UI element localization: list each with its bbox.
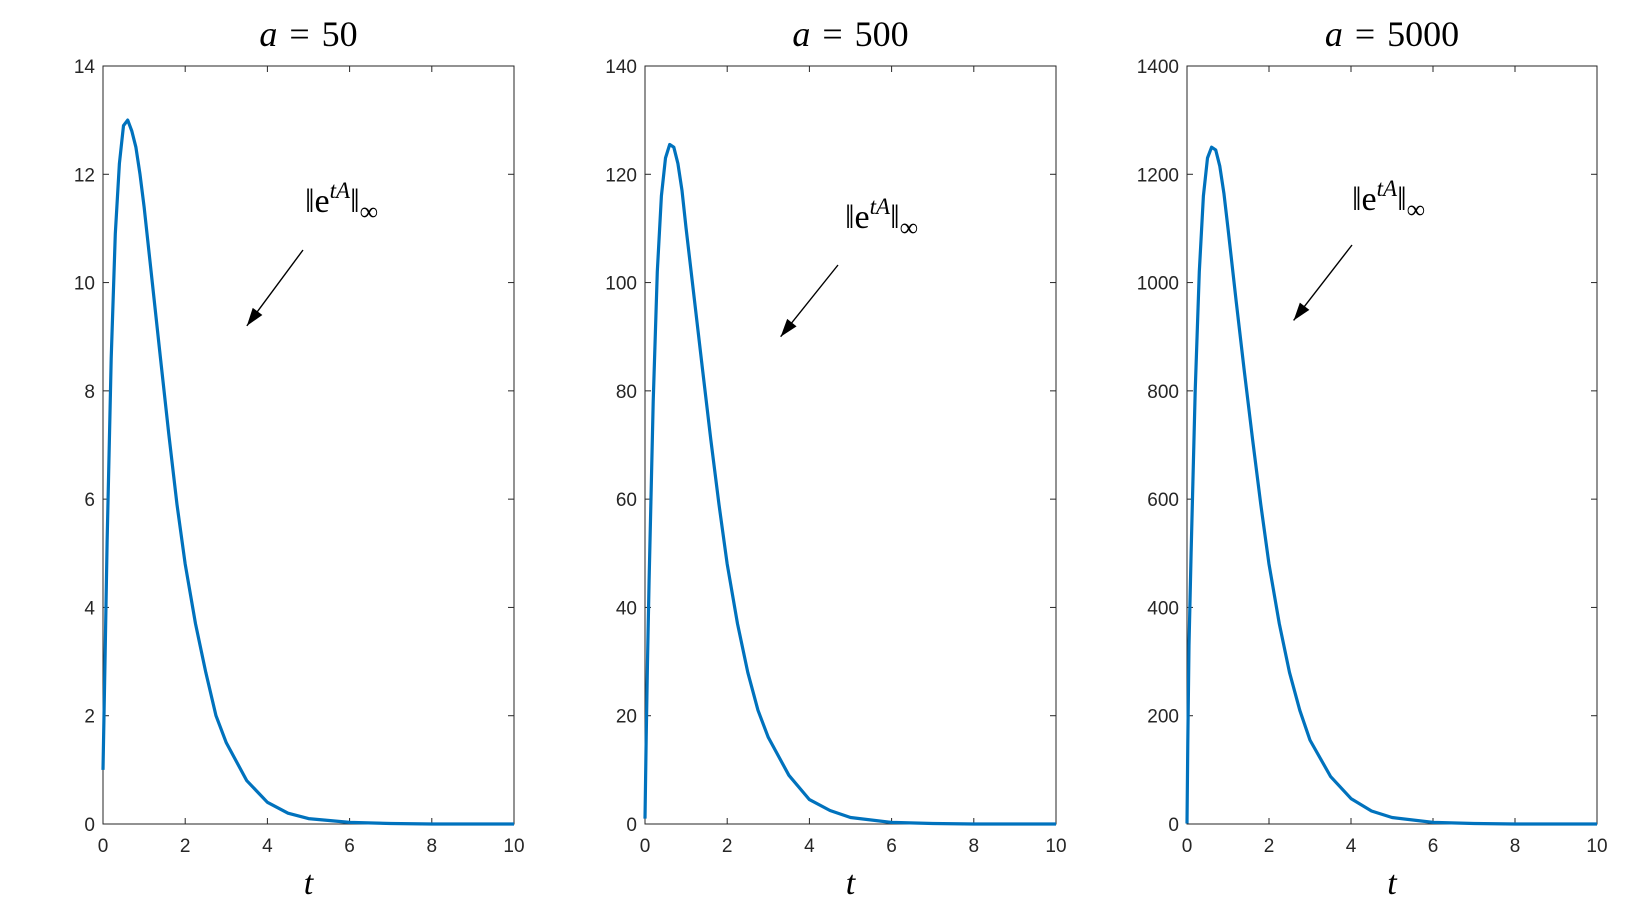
y-tick-label: 80 xyxy=(616,382,637,403)
x-tick-label: 0 xyxy=(98,836,109,857)
y-tick-label: 100 xyxy=(605,274,637,295)
x-tick-label: 0 xyxy=(640,836,651,857)
x-tick-label: 10 xyxy=(1586,836,1607,857)
title-variable: a xyxy=(1325,14,1343,54)
y-tick-label: 6 xyxy=(84,490,95,511)
annotation-label: ‖etA‖∞ xyxy=(1352,176,1425,224)
title-operator: = xyxy=(289,14,309,54)
title-value: 500 xyxy=(855,14,909,54)
annotation-base: e xyxy=(1362,181,1377,218)
chart-title: a = 5000 xyxy=(1325,14,1459,54)
x-tick-label: 4 xyxy=(1346,836,1357,857)
title-value: 5000 xyxy=(1387,14,1459,54)
y-tick-label: 800 xyxy=(1147,382,1179,403)
y-tick-label: 2 xyxy=(84,707,95,728)
chart-title: a = 500 xyxy=(792,14,908,54)
annotation-superscript: tA xyxy=(330,178,351,203)
y-tick-label: 10 xyxy=(74,274,95,295)
y-tick-label: 1000 xyxy=(1137,274,1179,295)
series-line xyxy=(643,142,1056,826)
chart-title: a = 50 xyxy=(259,14,357,54)
x-tick-label: 8 xyxy=(969,836,980,857)
annotation-arrowhead xyxy=(246,307,263,326)
y-tick-label: 40 xyxy=(616,598,637,619)
x-tick-label: 2 xyxy=(1264,836,1275,857)
y-tick-label: 60 xyxy=(616,490,637,511)
norm-bar-right: ‖ xyxy=(1397,181,1407,218)
annotation-arrowhead xyxy=(1293,302,1310,321)
y-tick-label: 0 xyxy=(626,815,637,836)
y-tick-label: 400 xyxy=(1147,598,1179,619)
annotation-subscript: ∞ xyxy=(360,197,379,226)
x-tick-label: 4 xyxy=(262,836,273,857)
y-tick-label: 200 xyxy=(1147,707,1179,728)
x-axis-label: t xyxy=(304,865,315,902)
x-axis-label: t xyxy=(846,865,857,902)
norm-bar-left: ‖ xyxy=(305,183,315,220)
x-tick-label: 6 xyxy=(344,836,355,857)
x-tick-label: 2 xyxy=(180,836,191,857)
annotation-base: e xyxy=(855,199,870,236)
annotation-subscript: ∞ xyxy=(900,213,919,242)
title-variable: a xyxy=(792,14,810,54)
series-line xyxy=(101,118,514,826)
y-tick-label: 140 xyxy=(605,57,637,78)
norm-bar-right: ‖ xyxy=(350,183,360,220)
x-tick-label: 0 xyxy=(1182,836,1193,857)
y-tick-label: 120 xyxy=(605,165,637,186)
norm-bar-left: ‖ xyxy=(845,199,855,236)
annotation-arrowhead xyxy=(780,318,797,337)
title-variable: a xyxy=(259,14,277,54)
y-tick-label: 600 xyxy=(1147,490,1179,511)
y-tick-label: 1400 xyxy=(1137,57,1179,78)
y-tick-label: 12 xyxy=(74,165,95,186)
annotation-subscript: ∞ xyxy=(1407,195,1426,224)
y-tick-label: 1200 xyxy=(1137,165,1179,186)
x-tick-label: 10 xyxy=(503,836,524,857)
y-tick-label: 0 xyxy=(84,815,95,836)
y-tick-label: 14 xyxy=(74,57,96,78)
series-line xyxy=(1185,145,1597,826)
annotation-base: e xyxy=(315,183,330,220)
x-tick-label: 8 xyxy=(1510,836,1521,857)
annotation-superscript: tA xyxy=(1377,176,1398,201)
annotation-label: ‖etA‖∞ xyxy=(305,178,378,226)
x-tick-label: 10 xyxy=(1045,836,1066,857)
y-tick-label: 20 xyxy=(616,707,637,728)
axes-frame xyxy=(1186,65,1598,825)
x-tick-label: 4 xyxy=(804,836,815,857)
y-tick-label: 4 xyxy=(84,598,95,619)
x-axis-label: t xyxy=(1387,865,1398,902)
axes-frame xyxy=(644,65,1057,825)
chart-2: 0 2 4 6 8 10 0 200 400 600 800 1000 1200 1400 a = 5000 t ‖… xyxy=(1137,14,1608,902)
x-tick-label: 2 xyxy=(722,836,733,857)
axes-frame xyxy=(102,65,515,825)
x-tick-label: 6 xyxy=(1428,836,1439,857)
norm-bar-left: ‖ xyxy=(1352,181,1362,218)
y-tick-label: 0 xyxy=(1168,815,1179,836)
title-operator: = xyxy=(1355,14,1375,54)
title-value: 50 xyxy=(322,14,358,54)
x-tick-label: 6 xyxy=(886,836,897,857)
y-tick-label: 8 xyxy=(84,382,95,403)
norm-bar-right: ‖ xyxy=(890,199,900,236)
annotation-superscript: tA xyxy=(870,194,891,219)
x-tick-label: 8 xyxy=(427,836,438,857)
title-operator: = xyxy=(822,14,842,54)
annotation-label: ‖etA‖∞ xyxy=(845,194,918,242)
